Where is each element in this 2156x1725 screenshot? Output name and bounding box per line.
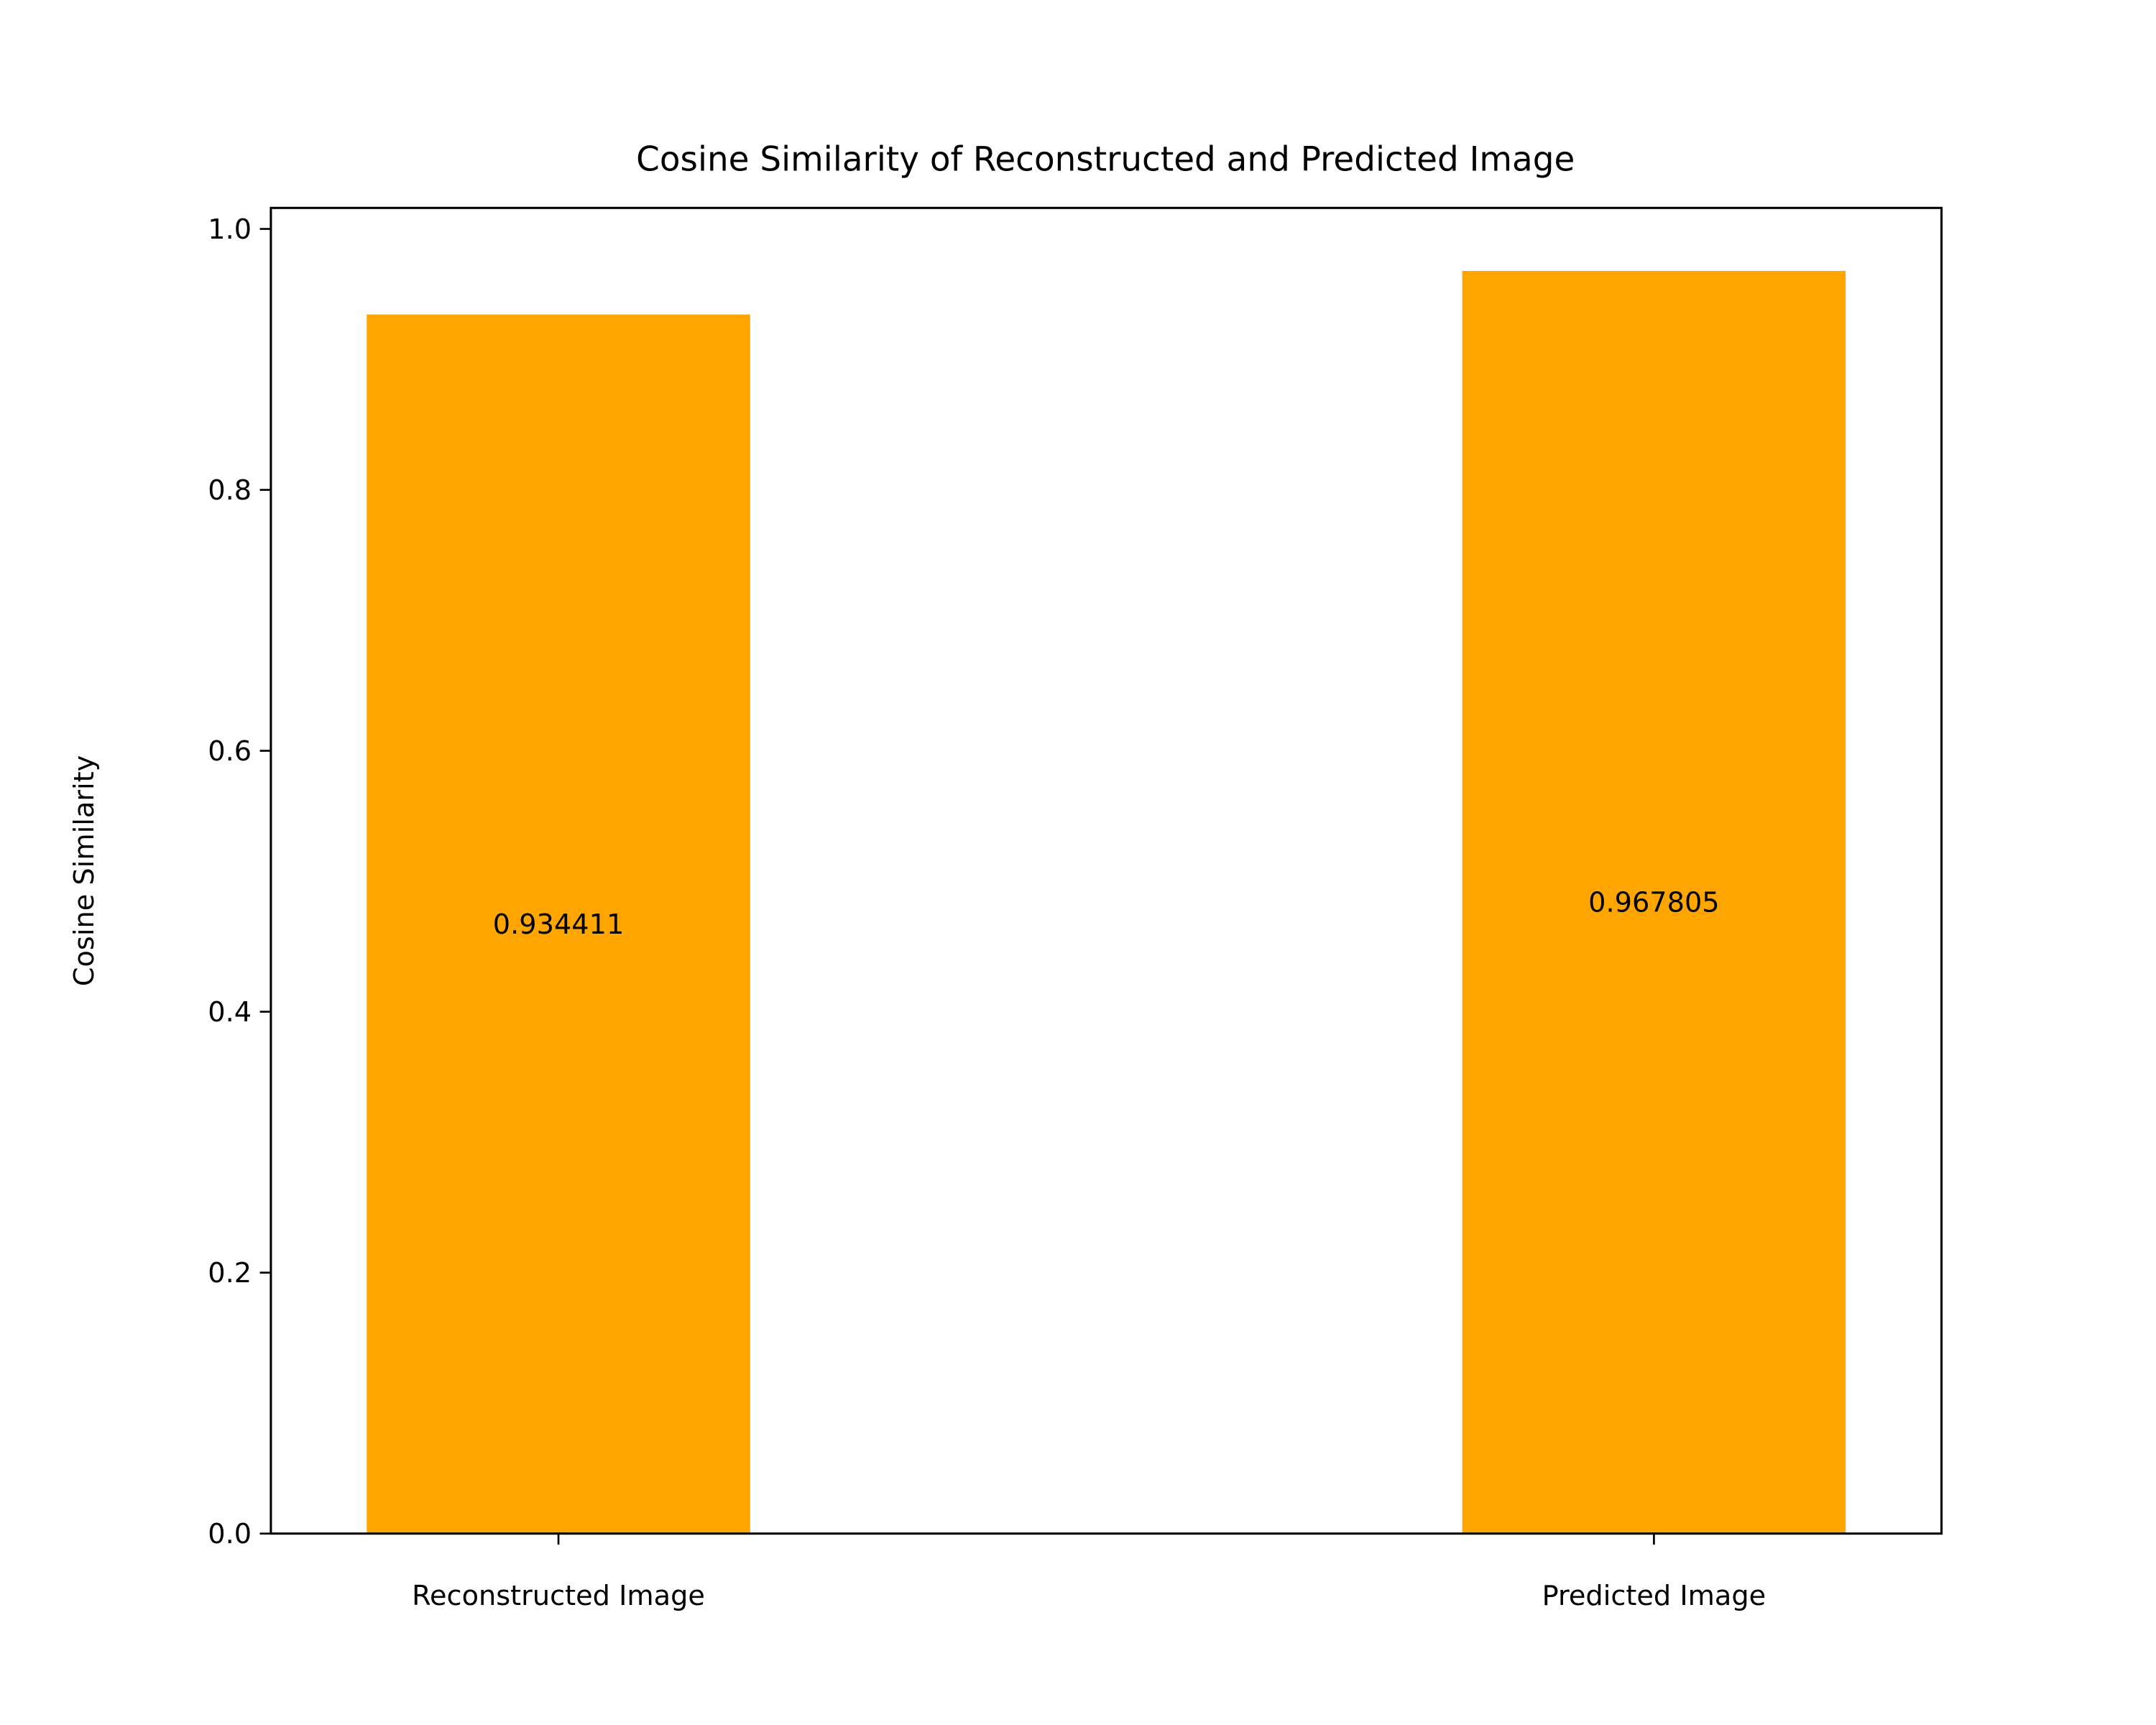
x-axis: Reconstructed Image Predicted Image bbox=[412, 1533, 1766, 1612]
chart-title: Cosine Similarity of Reconstructed and P… bbox=[636, 140, 1575, 180]
y-tick-label-6: 1.0 bbox=[208, 213, 252, 246]
y-axis: 0.0 0.2 0.4 0.6 0.8 1.0 bbox=[208, 213, 271, 1550]
bar-value-label-2: 0.967805 bbox=[1588, 887, 1720, 919]
bars-layer bbox=[367, 270, 1846, 1534]
y-tick-label-1: 0.0 bbox=[208, 1518, 252, 1550]
y-tick-label-3: 0.4 bbox=[208, 996, 252, 1029]
plot-frame bbox=[270, 206, 1943, 1535]
y-tick-label-2: 0.2 bbox=[208, 1257, 252, 1289]
y-tick-label-5: 0.8 bbox=[208, 474, 252, 507]
bar-1 bbox=[367, 314, 750, 1534]
value-labels-layer: 0.934411 0.967805 bbox=[493, 887, 1720, 941]
y-axis-label: Cosine Similarity bbox=[68, 755, 101, 986]
y-tick-label-4: 0.6 bbox=[208, 735, 252, 768]
bar-value-label-1: 0.934411 bbox=[493, 908, 625, 941]
x-tick-label-2: Predicted Image bbox=[1542, 1580, 1766, 1612]
bar-2 bbox=[1462, 270, 1846, 1534]
x-tick-label-1: Reconstructed Image bbox=[412, 1580, 705, 1612]
